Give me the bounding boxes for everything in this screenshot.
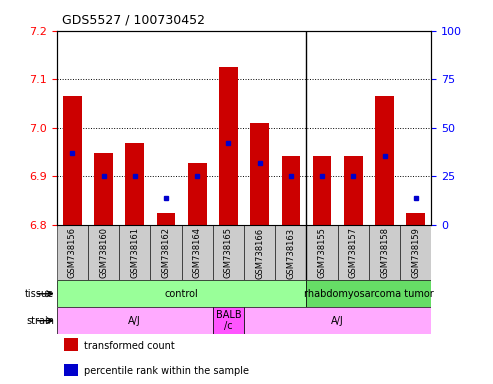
Bar: [125, 143, 144, 225]
Bar: [188, 162, 207, 225]
Bar: [213, 225, 244, 280]
Text: GSM738165: GSM738165: [224, 227, 233, 278]
Text: GDS5527 / 100730452: GDS5527 / 100730452: [62, 14, 205, 27]
Text: GSM738159: GSM738159: [411, 227, 420, 278]
Text: percentile rank within the sample: percentile rank within the sample: [84, 366, 249, 376]
Text: GSM738164: GSM738164: [193, 227, 202, 278]
Bar: [375, 96, 394, 225]
Bar: [250, 123, 269, 225]
Bar: [94, 153, 113, 225]
Text: strain: strain: [26, 316, 54, 326]
Bar: [219, 67, 238, 225]
Text: control: control: [165, 289, 199, 299]
Text: GSM738156: GSM738156: [68, 227, 77, 278]
Text: rhabdomyosarcoma tumor: rhabdomyosarcoma tumor: [304, 289, 434, 299]
Bar: [213, 307, 244, 334]
Text: GSM738162: GSM738162: [162, 227, 171, 278]
Bar: [88, 225, 119, 280]
Bar: [282, 156, 300, 225]
Bar: [344, 156, 363, 225]
Bar: [63, 96, 82, 225]
Bar: [275, 225, 307, 280]
Bar: [406, 212, 425, 225]
Bar: [57, 225, 88, 280]
Bar: [307, 225, 338, 280]
Text: BALB
/c: BALB /c: [215, 310, 241, 331]
Bar: [244, 225, 275, 280]
Bar: [369, 225, 400, 280]
Bar: [119, 225, 150, 280]
Bar: [57, 280, 307, 307]
Text: tissue: tissue: [25, 289, 54, 299]
Text: GSM738160: GSM738160: [99, 227, 108, 278]
Text: GSM738163: GSM738163: [286, 227, 295, 278]
Bar: [64, 338, 78, 351]
Text: transformed count: transformed count: [84, 341, 175, 351]
Text: A/J: A/J: [331, 316, 344, 326]
Bar: [400, 225, 431, 280]
Bar: [338, 225, 369, 280]
Bar: [181, 225, 213, 280]
Text: GSM738157: GSM738157: [349, 227, 358, 278]
Text: GSM738166: GSM738166: [255, 227, 264, 278]
Bar: [307, 280, 431, 307]
Text: GSM738161: GSM738161: [130, 227, 139, 278]
Bar: [150, 225, 181, 280]
Bar: [157, 212, 176, 225]
Bar: [244, 307, 431, 334]
Bar: [313, 156, 331, 225]
Text: GSM738155: GSM738155: [317, 227, 326, 278]
Text: A/J: A/J: [128, 316, 141, 326]
Bar: [57, 307, 213, 334]
Text: GSM738158: GSM738158: [380, 227, 389, 278]
Bar: [64, 364, 78, 376]
